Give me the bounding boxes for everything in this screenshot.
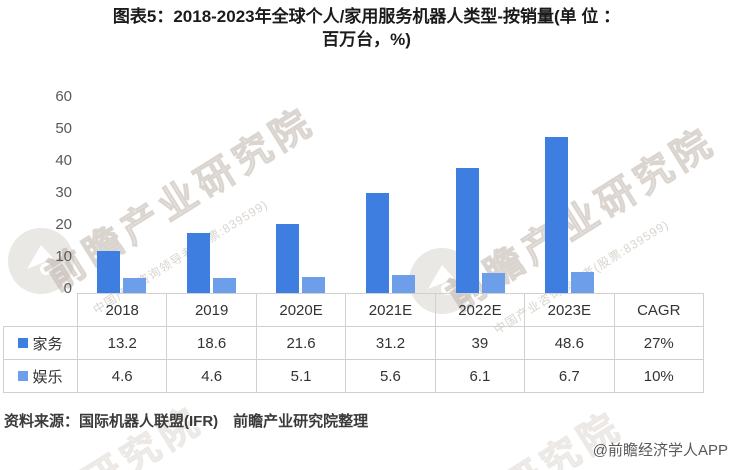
- table-corner-cell: [4, 294, 78, 327]
- table-value-cell: 10%: [613, 359, 705, 393]
- table-header-2023E: 2023E: [524, 293, 615, 327]
- table-header-2019: 2019: [166, 293, 257, 327]
- legend-swatch-icon: [18, 371, 29, 381]
- bar-家务-2023E: [545, 137, 569, 293]
- bar-娱乐-2022E: [481, 273, 505, 293]
- bar-家务-2022E: [455, 168, 479, 293]
- bar-家务-2020E: [276, 223, 300, 293]
- bar-娱乐-2020E: [302, 276, 326, 293]
- chart-title-line2: 百万台，%): [322, 30, 411, 49]
- table-value-cell: 13.2: [76, 326, 168, 360]
- watermark-big-text: 前瞻产业研究院: [341, 395, 632, 470]
- chart-data-table: 2018 2019 2020E 2021E 2022E 2023E CAGR 家务 13.2 18…: [3, 293, 705, 393]
- series-name: 家务: [32, 335, 63, 353]
- chart-title: 图表5：2018-2023年全球个人/家用服务机器人类型-按销量(单 位 ： 百…: [0, 5, 733, 51]
- y-axis-label: 60: [55, 88, 72, 105]
- table-value-cell: 5.6: [345, 359, 436, 393]
- data-table: 2018 2019 2020E 2021E 2022E 2023E CAGR 家务 13.2 18…: [3, 293, 705, 393]
- series-name: 娱乐: [32, 368, 63, 386]
- table-value-cell: 48.6: [524, 326, 615, 360]
- table-value-cell: 6.1: [434, 359, 526, 393]
- table-row-家务: 家务 13.2 18.6 21.6 31.2 39 48.6 27%: [3, 326, 705, 360]
- table-header-2021E: 2021E: [345, 293, 436, 327]
- table-value-cell: 4.6: [76, 359, 168, 393]
- bar-娱乐-2018: [123, 278, 147, 293]
- bar-家务-2019: [186, 233, 210, 293]
- table-value-cell: 4.6: [166, 359, 257, 393]
- bar-娱乐-2019: [212, 278, 236, 293]
- chart-title-line1: 图表5：2018-2023年全球个人/家用服务机器人类型-按销量(单 位 ：: [112, 7, 621, 26]
- table-value-cell: 21.6: [255, 326, 347, 360]
- table-header-2020E: 2020E: [255, 293, 347, 327]
- table-header-2018: 2018: [76, 293, 168, 327]
- table-value-cell: 5.1: [255, 359, 347, 393]
- series-label-娱乐: 娱乐: [3, 359, 78, 393]
- table-value-cell: 31.2: [345, 326, 436, 360]
- credit-note: @前瞻经济学人APP: [592, 442, 728, 459]
- table-header-2022E: 2022E: [434, 293, 526, 327]
- y-axis-label: 50: [55, 120, 72, 137]
- source-note: 资料来源：国际机器人联盟(IFR) 前瞻产业研究院整理: [4, 413, 369, 430]
- bar-娱乐-2023E: [571, 271, 595, 293]
- table-value-cell: 39: [434, 326, 526, 360]
- table-value-cell: 18.6: [166, 326, 257, 360]
- bar-家务-2021E: [365, 193, 389, 293]
- legend-swatch-icon: [18, 338, 29, 348]
- bar-娱乐-2021E: [391, 275, 415, 293]
- y-axis-label: 10: [55, 248, 72, 265]
- y-axis-label: 20: [55, 216, 72, 233]
- table-value-cell: 6.7: [524, 359, 615, 393]
- table-value-cell: 27%: [613, 326, 705, 360]
- bar-家务-2018: [97, 250, 121, 293]
- table-header-CAGR: CAGR: [613, 293, 705, 327]
- table-row-娱乐: 娱乐 4.6 4.6 5.1 5.6 6.1 6.7 10%: [3, 359, 705, 393]
- series-label-家务: 家务: [3, 326, 78, 360]
- y-axis-label: 30: [55, 184, 72, 201]
- y-axis-label: 40: [55, 152, 72, 169]
